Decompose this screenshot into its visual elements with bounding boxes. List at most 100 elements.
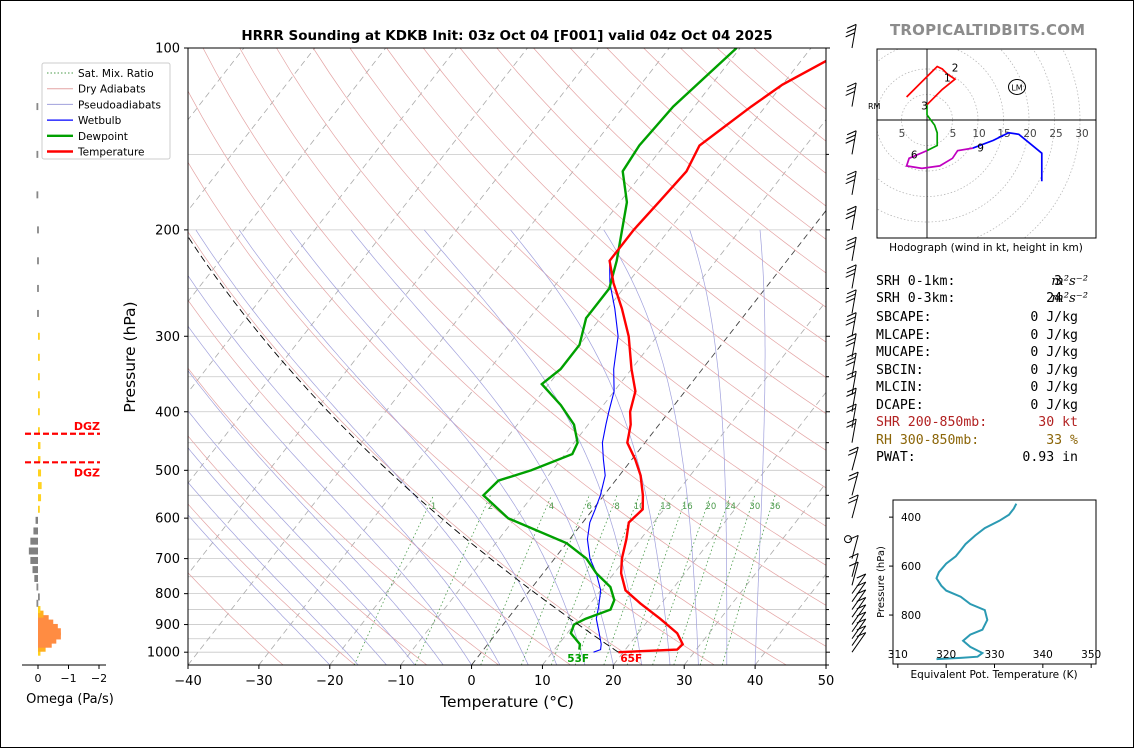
index-label: MLCAPE: <box>876 327 932 343</box>
omega-bar <box>38 632 61 640</box>
wetbulb-line <box>586 260 619 653</box>
index-value: 0 J/kg <box>1030 397 1078 413</box>
index-row: MLCAPE: 0 J/kg <box>876 328 1116 345</box>
index-value: 0 J/kg <box>1030 327 1078 343</box>
index-label: SBCAPE: <box>876 310 932 325</box>
legend: Sat. Mix. Ratio Dry Adiabats Pseudoadiabat… <box>41 62 171 160</box>
index-value: 0.93 in <box>1022 450 1078 465</box>
omega-bar <box>38 353 40 361</box>
index-unit: m²s⁻² <box>1051 274 1088 289</box>
mixing-ratio-label: 30 <box>749 502 760 512</box>
omega-bar <box>38 628 61 636</box>
y-tick-label: 900 <box>155 618 180 633</box>
skewt-plot-frame <box>187 47 827 666</box>
theta-e-panel: 310 320 330 340 350 400 600 800 <box>888 499 1101 668</box>
hodograph-height-label: 2 <box>952 62 959 74</box>
dgz-label: DGZ <box>74 466 100 479</box>
omega-bar <box>28 547 38 555</box>
wind-barb <box>846 418 857 443</box>
mixing-ratio-label: 6 <box>587 502 592 512</box>
x-axis-label: Temperature (°C) <box>439 693 574 711</box>
index-value: 33 % <box>1046 432 1078 448</box>
mixing-ratio-label: 20 <box>705 502 716 512</box>
wind-barb <box>845 236 857 261</box>
index-label: SRH 0-1km: <box>876 274 956 289</box>
legend-entry: Sat. Mix. Ratio <box>78 68 154 80</box>
wind-barb <box>845 352 857 377</box>
omega-bar <box>38 332 40 340</box>
wind-barb <box>847 446 859 471</box>
surface-dewpoint-label: 53F <box>567 653 589 665</box>
index-value: 3 <box>1054 274 1062 289</box>
x-tick-label: 20 <box>605 674 622 689</box>
omega-bar <box>32 566 38 574</box>
omega-bar <box>38 494 42 502</box>
omega-bar <box>35 516 38 524</box>
hodograph-ring-label: 20 <box>1023 128 1036 140</box>
y-tick-label: 300 <box>155 330 180 345</box>
index-label: MUCAPE: <box>876 345 932 360</box>
index-label: PWAT: <box>876 450 916 465</box>
omega-bar <box>38 427 40 435</box>
y-tick-label: 800 <box>155 587 180 602</box>
omega-bar <box>38 482 42 490</box>
theta-e-xtick-label: 340 <box>1033 649 1053 661</box>
omega-bar <box>36 103 39 111</box>
omega-bar <box>38 593 40 601</box>
omega-bar <box>38 505 40 513</box>
index-row: SRH 0-1km: 3 m²s⁻² <box>876 274 1116 291</box>
x-tick-label: 50 <box>818 674 835 689</box>
wind-barb <box>849 561 859 586</box>
mixing-ratio-label: 24 <box>725 502 736 512</box>
omega-bar <box>38 456 41 464</box>
index-row: SRH 0-3km: 24 m²s⁻² <box>876 291 1116 308</box>
index-value: 24 <box>1046 291 1062 306</box>
theta-e-ylabel: Pressure (hPa) <box>876 546 887 618</box>
omega-bar <box>36 583 39 591</box>
omega-bar <box>36 191 39 199</box>
index-row: SBCIN: 0 J/kg <box>876 363 1116 380</box>
wind-barb <box>846 403 857 428</box>
omega-bar <box>36 599 39 607</box>
mixing-ratio-label: 1 <box>431 502 436 512</box>
index-value: 0 J/kg <box>1030 362 1078 378</box>
index-value: 30 kt <box>1038 415 1078 430</box>
wind-barb <box>847 471 859 496</box>
theta-e-line <box>935 503 1018 661</box>
omega-bar <box>34 574 38 582</box>
x-tick-label: −40 <box>174 674 201 689</box>
hodograph-caption: Hodograph (wind in kt, height in km) <box>889 242 1083 254</box>
theta-e-xlabel: Equivalent Pot. Temperature (K) <box>910 669 1077 681</box>
x-tick-label: −30 <box>245 674 272 689</box>
wind-barb <box>846 370 857 395</box>
mixing-ratio-label: 8 <box>614 502 619 512</box>
index-label: SBCIN: <box>876 362 924 378</box>
y-axis-label: Pressure (hPa) <box>121 301 139 412</box>
right-mover-label: RM <box>868 102 881 111</box>
hodograph-ring-label: 5 <box>899 128 906 140</box>
x-tick-label: 0 <box>467 674 475 689</box>
omega-bar <box>38 606 41 614</box>
omega-tick-label: −1 <box>60 672 76 685</box>
x-tick-label: −20 <box>316 674 343 689</box>
wind-barb <box>845 289 857 314</box>
hodograph-trace <box>972 131 1043 182</box>
index-row: DCAPE: 0 J/kg <box>876 398 1116 415</box>
omega-bar <box>38 644 46 652</box>
wind-barb <box>845 130 857 155</box>
wind-barb <box>845 82 857 107</box>
theta-e-ytick-label: 600 <box>901 561 921 573</box>
hodograph-trace <box>905 147 974 170</box>
mixing-ratio-label: 2 <box>488 502 493 512</box>
omega-tick-label: −2 <box>91 672 107 685</box>
x-tick-label: 40 <box>747 674 764 689</box>
omega-bar <box>38 619 54 627</box>
hodograph-ring-label: 10 <box>972 128 985 140</box>
wind-barb <box>846 387 857 412</box>
index-row: MUCAPE: 0 J/kg <box>876 345 1116 362</box>
chart-title: HRRR Sounding at KDKB Init: 03z Oct 04 [… <box>241 28 772 44</box>
legend-entry: Dry Adiabats <box>78 84 146 96</box>
index-label: DCAPE: <box>876 397 924 413</box>
dewpoint-line <box>481 48 738 650</box>
